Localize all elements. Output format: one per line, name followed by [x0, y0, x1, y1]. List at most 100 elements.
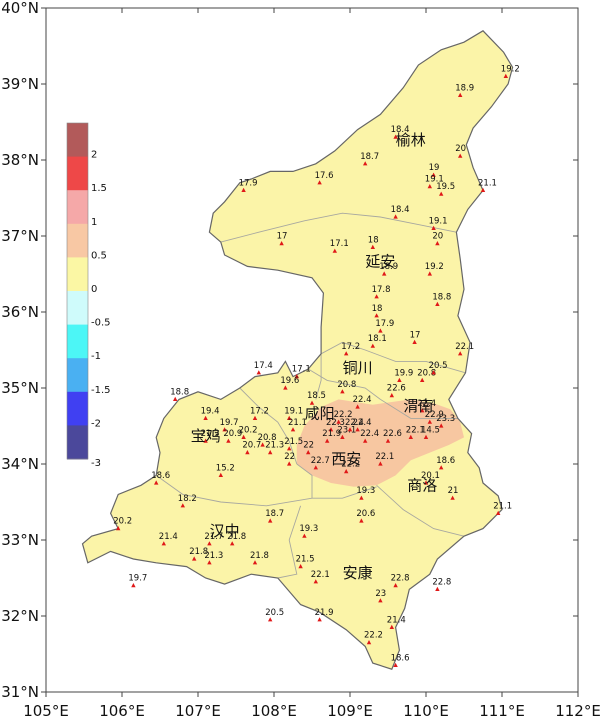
station-value: 19.2: [501, 64, 520, 74]
station-marker: [431, 370, 436, 375]
station-value: 20.6: [356, 509, 375, 519]
station-value: 20.2: [113, 517, 132, 527]
station-marker: [420, 377, 425, 382]
station-value: 21.5: [296, 555, 315, 565]
y-tick-label: 36°N: [1, 303, 39, 321]
station-marker: [393, 134, 398, 139]
station-value: 22.4: [417, 399, 436, 409]
station-value: 21.3: [201, 429, 220, 439]
x-tick-label: 109°E: [327, 702, 373, 720]
legend-label: 2: [91, 150, 97, 161]
station-marker: [192, 556, 197, 561]
station-value: 19.1: [425, 175, 444, 185]
station-marker: [298, 564, 303, 569]
station-value: 22.4: [353, 395, 372, 405]
station-value: 21.5: [284, 437, 303, 447]
legend-swatch: [67, 425, 88, 460]
station-value: 20.2: [239, 425, 258, 435]
station-marker: [283, 385, 288, 390]
station-marker: [207, 560, 212, 565]
prefecture-boundary-7: [376, 484, 465, 537]
station-marker: [439, 191, 444, 196]
station-value: 19.3: [356, 486, 375, 496]
plot-frame: [45, 7, 579, 693]
x-tick-label: 110°E: [403, 702, 449, 720]
city-label: 铜川: [343, 359, 373, 377]
prefecture-boundaries: [155, 212, 466, 579]
prefecture-boundary-6: [296, 463, 313, 499]
station-marker: [245, 450, 250, 455]
station-value: 22: [284, 452, 295, 462]
station-marker: [222, 427, 227, 432]
station-marker: [427, 271, 432, 276]
station-value: 23.3: [436, 414, 455, 424]
legend-label: -2: [91, 418, 101, 429]
station-value: 22.3: [326, 418, 345, 428]
station-value: 23: [375, 589, 386, 599]
y-tick-label: 34°N: [1, 455, 39, 473]
station-marker: [355, 427, 360, 432]
station-marker: [496, 510, 501, 515]
station-marker: [363, 161, 368, 166]
station-value: 15.2: [216, 463, 235, 473]
prefecture-boundary-4: [239, 387, 298, 465]
station-marker: [389, 624, 394, 629]
station-value: 17.1: [292, 365, 311, 375]
station-marker: [458, 92, 463, 97]
y-tick-label: 38°N: [1, 151, 39, 169]
station-marker: [458, 351, 463, 356]
station-marker: [503, 73, 508, 78]
station-value: 18.8: [432, 292, 451, 302]
legend-swatch: [67, 123, 88, 158]
station-marker: [313, 579, 318, 584]
city-label: 咸阳: [305, 404, 335, 422]
legend-swatch: [67, 391, 88, 426]
station-marker: [309, 400, 315, 405]
station-marker: [389, 393, 394, 398]
legend-swatch: [67, 156, 88, 191]
station-value: 18.4: [391, 205, 410, 215]
station-marker: [385, 438, 391, 443]
station-value: 19.7: [220, 418, 239, 428]
station-marker: [268, 617, 273, 622]
prefecture-boundary-9: [380, 399, 458, 419]
legend-swatch: [67, 223, 88, 258]
station-value: 18.7: [360, 152, 379, 162]
station-marker: [302, 533, 307, 538]
province-fill: [82, 30, 513, 670]
station-value: 17: [410, 330, 421, 340]
prefecture-boundary-1: [320, 341, 466, 374]
station-marker: [230, 541, 235, 546]
station-marker: [408, 434, 413, 439]
station-marker: [332, 248, 337, 253]
station-value: 21.1: [478, 178, 497, 188]
station-value: 22.2: [364, 631, 383, 641]
station-value: 23.1: [337, 425, 356, 435]
station-value: 22.8: [391, 574, 410, 584]
x-tick-label: 108°E: [251, 702, 297, 720]
station-value: 20: [455, 144, 466, 154]
station-marker: [306, 450, 311, 455]
station-value: 18.2: [178, 494, 197, 504]
legend-swatch: [67, 190, 88, 225]
station-marker: [370, 244, 375, 249]
station-value: 19.2: [425, 262, 444, 272]
station-marker: [431, 225, 436, 230]
station-marker: [435, 301, 440, 306]
station-value: 18: [368, 235, 379, 245]
station-value: 22.2: [334, 410, 353, 420]
legend-label: -1: [91, 351, 101, 362]
station-marker: [427, 419, 432, 424]
station-marker: [378, 598, 383, 603]
station-value: 20.9: [223, 429, 242, 439]
station-value: 17.9: [375, 319, 394, 329]
station-value: 18.7: [265, 509, 284, 519]
station-marker: [173, 396, 178, 401]
station-marker: [317, 180, 322, 185]
station-value: 17.9: [239, 178, 258, 188]
station-value: 21.8: [227, 532, 246, 542]
